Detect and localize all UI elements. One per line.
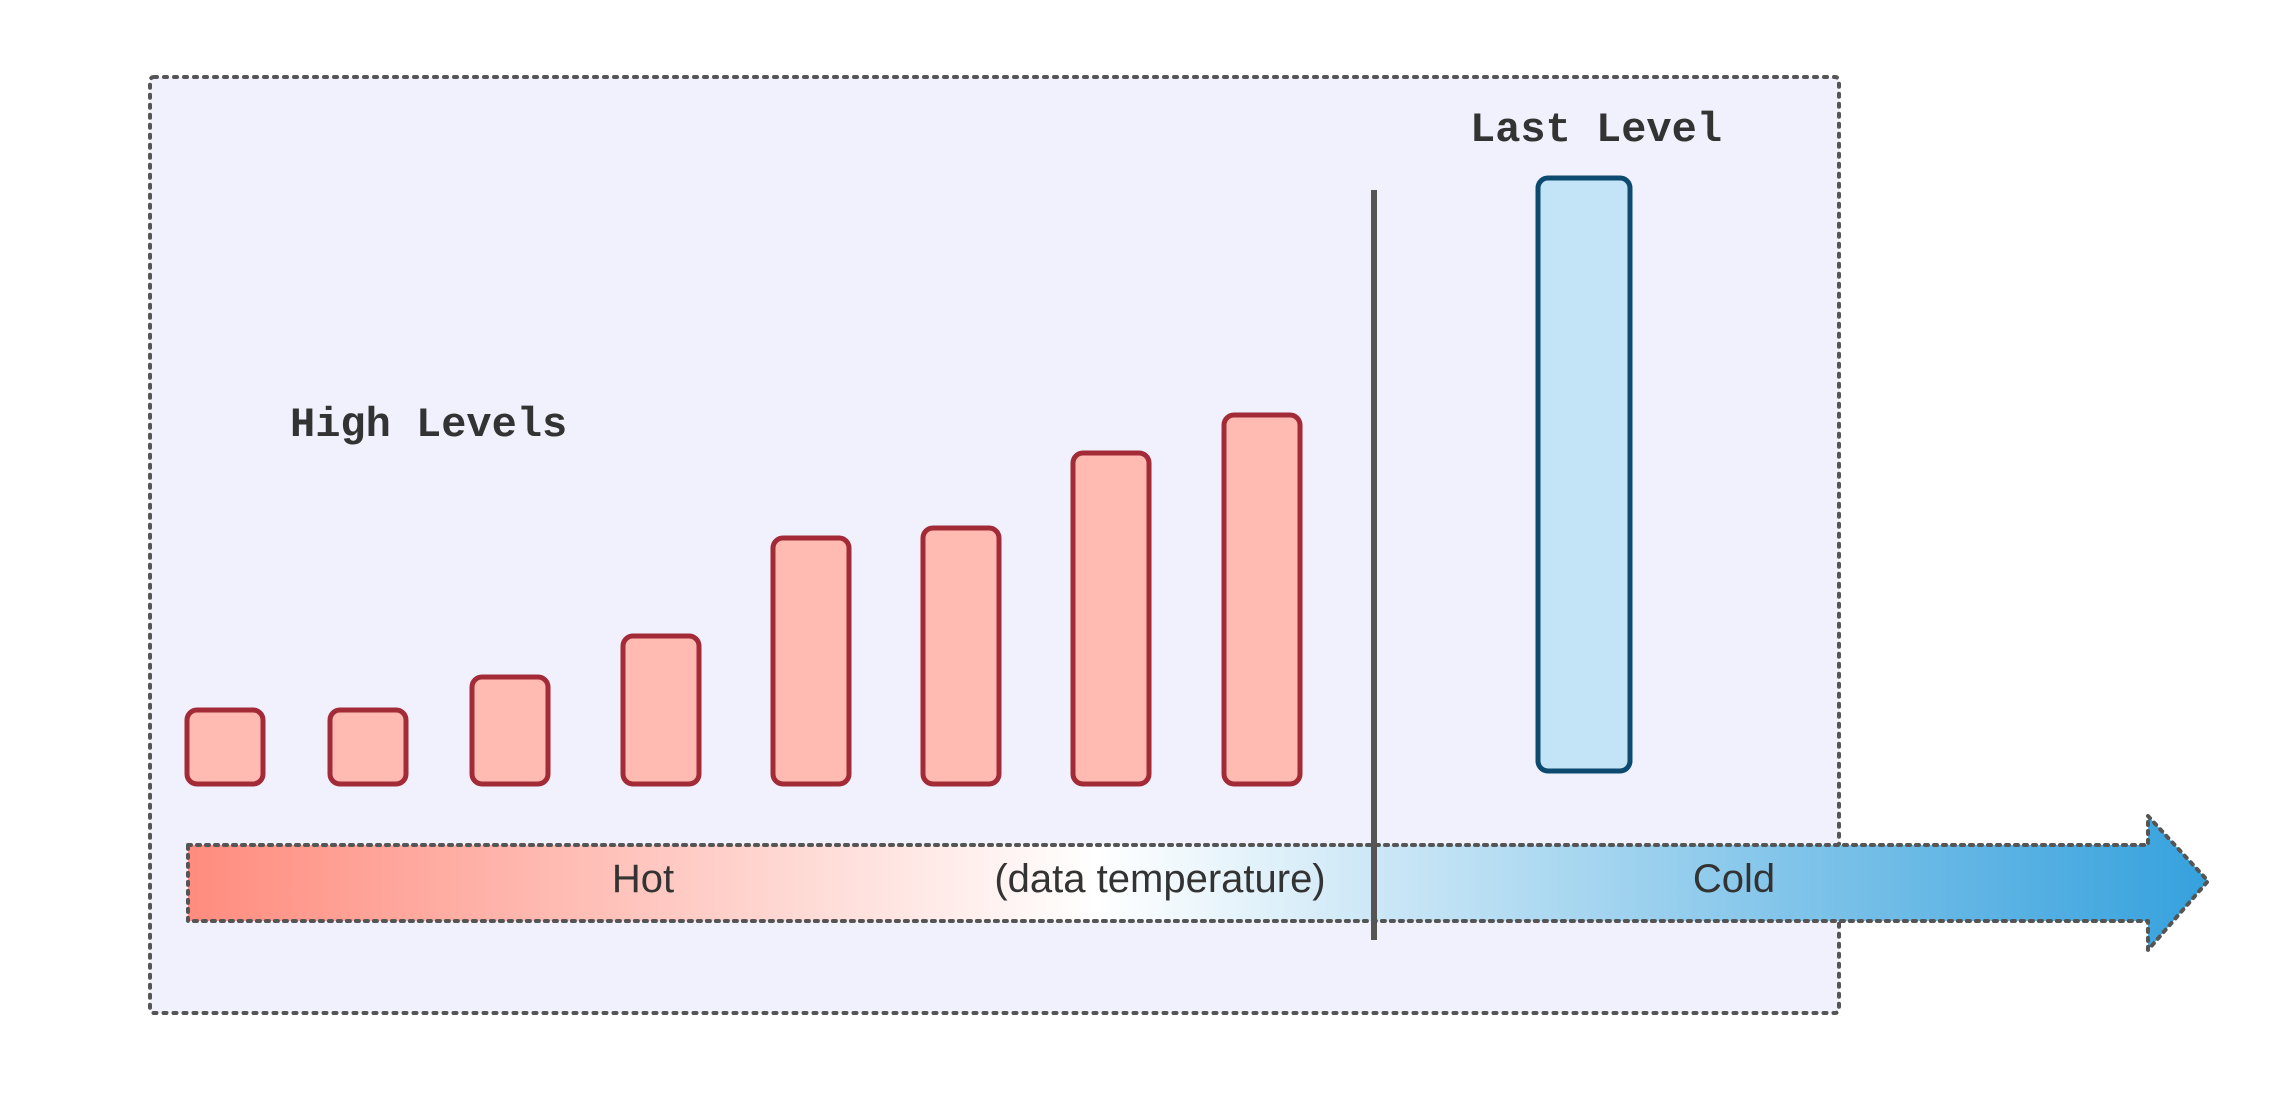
hot-label: Hot <box>612 857 674 901</box>
high-level-block <box>184 707 266 787</box>
high-level-block <box>920 525 1002 787</box>
last-level-block <box>1535 175 1633 774</box>
data-temperature-label: (data temperature) <box>994 857 1325 901</box>
high-level-block <box>620 633 702 787</box>
high-level-block <box>327 707 409 787</box>
high-level-block <box>1221 412 1303 787</box>
last-level-label: Last Level <box>1470 106 1722 154</box>
high-level-block <box>469 674 551 787</box>
data-temperature-arrow <box>186 814 2210 952</box>
high-level-blocks <box>184 412 1303 787</box>
high-levels-label: High Levels <box>290 401 567 449</box>
high-level-block <box>1070 450 1152 787</box>
high-level-block <box>770 535 852 787</box>
cold-label: Cold <box>1693 857 1775 901</box>
